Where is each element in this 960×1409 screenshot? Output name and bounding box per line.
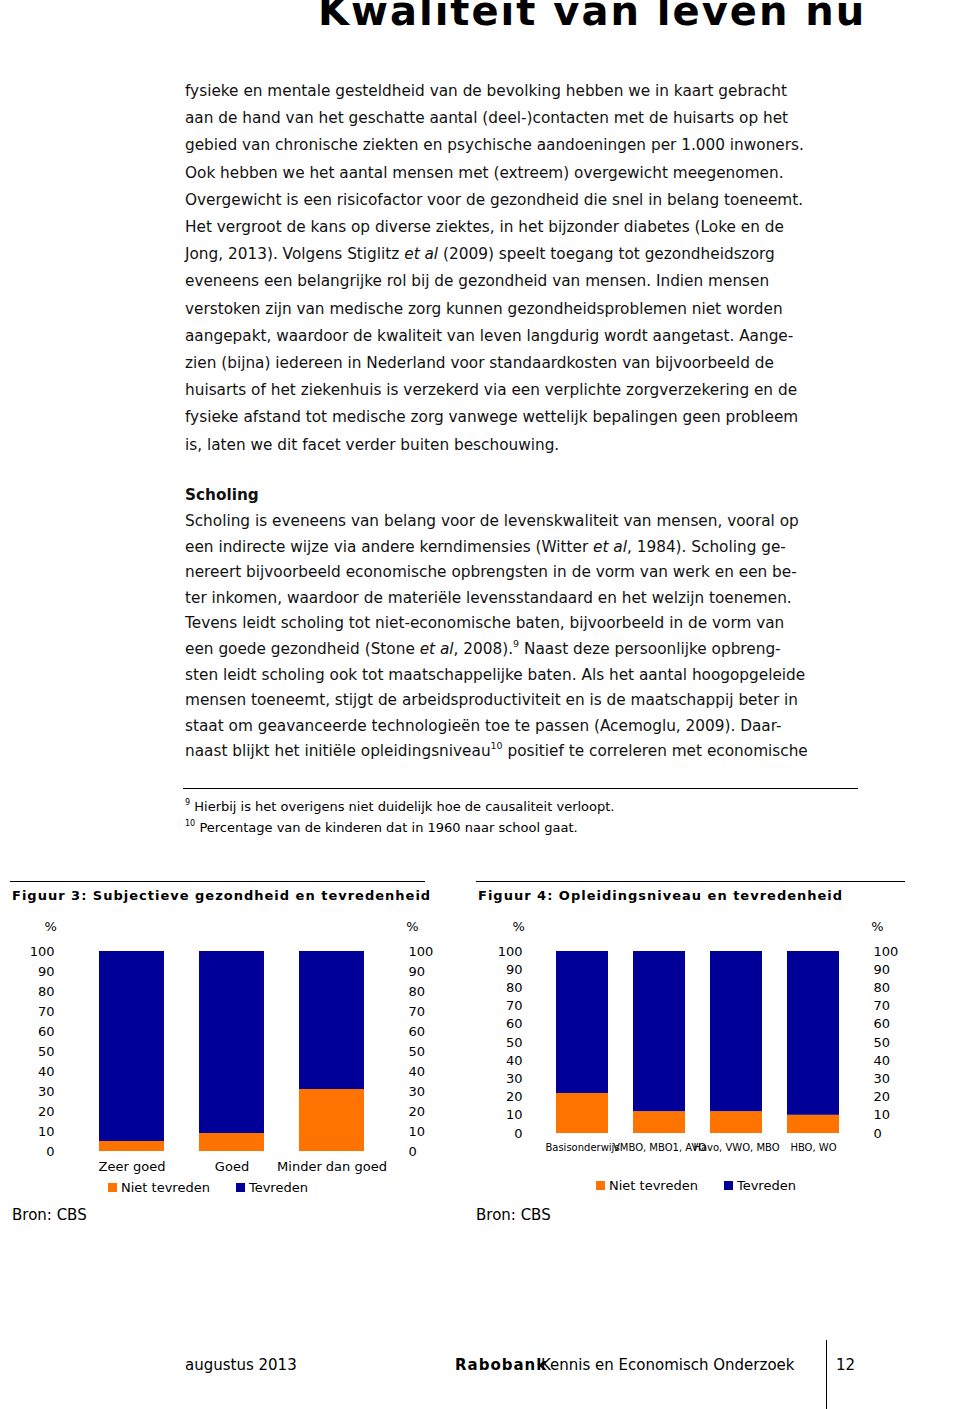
- svg-text:30: 30: [38, 1084, 55, 1099]
- svg-text:60: 60: [38, 1024, 55, 1039]
- html-text:een indirecte wijze via andere: een indirecte wijze via andere kerndimen…: [185, 537, 786, 556]
- html-text:staat om geavanceerde technolo: staat om geavanceerde technologieën toe …: [185, 716, 782, 735]
- html-text:ter inkomen, waardoor de mater: ter inkomen, waardoor de materiële leven…: [185, 588, 792, 607]
- svg-text:Minder dan goed: Minder dan goed: [277, 1159, 387, 1174]
- svg-text:Basisonderwijs: Basisonderwijs: [545, 1142, 619, 1153]
- html-text:mensen toeneemt, stijgt de arb: mensen toeneemt, stijgt de arbeidsproduc…: [185, 691, 798, 710]
- html-text:9Hierbij is het overigens niet: 9Hierbij is het overigens niet duidelijk…: [185, 798, 615, 814]
- svg-text:50: 50: [38, 1044, 55, 1059]
- html-text:Rabobank: Rabobank: [455, 1356, 548, 1374]
- html-text:Tevens leidt scholing tot niet: Tevens leidt scholing tot niet-economisc…: [185, 614, 785, 633]
- html-text:Scholing is eveneens van belan: Scholing is eveneens van belang voor de …: [185, 512, 799, 530]
- svg-text:20: 20: [409, 1104, 426, 1119]
- html-text:Tevreden: Tevreden: [736, 1178, 796, 1193]
- svg-text:30: 30: [409, 1084, 426, 1099]
- html-text:gebied van chronische ziekten: gebied van chronische ziekten en psychis…: [185, 136, 804, 155]
- svg-text:Goed: Goed: [215, 1159, 249, 1174]
- svg-text:%: %: [871, 919, 883, 934]
- svg-text:60: 60: [409, 1024, 426, 1039]
- svg-text:90: 90: [506, 962, 523, 977]
- html-text:12: 12: [836, 1356, 856, 1374]
- svg-text:80: 80: [506, 980, 523, 995]
- svg-text:40: 40: [506, 1053, 523, 1068]
- html-text:10Percentage van de kinderen d: 10Percentage van de kinderen dat in 1960…: [185, 819, 578, 835]
- html-text:huisarts of het ziekenhuis is: huisarts of het ziekenhuis is verzekerd …: [185, 381, 797, 400]
- svg-text:70: 70: [874, 998, 891, 1013]
- html-text:Jong, 2013). Volgens Stiglitz: Jong, 2013). Volgens Stiglitz et al (200…: [185, 245, 775, 264]
- html-text:Ook hebben we het aantal mense: Ook hebben we het aantal mensen met (ext…: [185, 163, 784, 182]
- svg-text:40: 40: [409, 1064, 426, 1079]
- html-text:Het vergroot de kans op divers: Het vergroot de kans op diverse ziektes,…: [185, 218, 784, 236]
- svg-text:100: 100: [874, 944, 899, 959]
- html-text:Niet tevreden: Niet tevreden: [121, 1180, 210, 1195]
- html-text:verstoken zijn van medische zo: verstoken zijn van medische zorg kunnen …: [185, 299, 783, 318]
- html-text:Bron: CBS: Bron: CBS: [476, 1206, 551, 1224]
- html-text:nereert bijvoorbeeld economisc: nereert bijvoorbeeld economische opbreng…: [185, 563, 797, 582]
- svg-text:30: 30: [506, 1071, 523, 1086]
- svg-text:100: 100: [498, 944, 523, 959]
- html-text:aan de hand van het geschatte: aan de hand van het geschatte aantal (de…: [185, 109, 789, 128]
- svg-text:Havo, VWO, MBO: Havo, VWO, MBO: [693, 1142, 779, 1153]
- html-text:eveneens een belangrijke rol b: eveneens een belangrijke rol bij de gezo…: [185, 272, 770, 291]
- svg-text:30: 30: [874, 1071, 891, 1086]
- svg-text:70: 70: [506, 998, 523, 1013]
- svg-text:90: 90: [874, 962, 891, 977]
- html-text:Tevreden: Tevreden: [248, 1180, 308, 1195]
- svg-text:60: 60: [874, 1016, 891, 1031]
- svg-text:70: 70: [38, 1004, 55, 1019]
- svg-text:0: 0: [409, 1144, 417, 1159]
- svg-text:10: 10: [506, 1107, 523, 1122]
- svg-text:0: 0: [874, 1126, 882, 1141]
- svg-text:%: %: [513, 919, 525, 934]
- svg-text:40: 40: [874, 1053, 891, 1068]
- html-text:naast blijkt het initiële ople: naast blijkt het initiële opleidingsnive…: [185, 740, 808, 761]
- svg-text:20: 20: [506, 1089, 523, 1104]
- svg-text:10: 10: [38, 1124, 55, 1139]
- html-text:zien (bijna) iedereen in Neder: zien (bijna) iedereen in Nederland voor …: [185, 354, 774, 372]
- html-text:aangepakt, waardoor de kwalite: aangepakt, waardoor de kwaliteit van lev…: [185, 326, 794, 345]
- svg-text:%: %: [45, 919, 57, 934]
- svg-text:100: 100: [30, 944, 55, 959]
- html-text:is, laten we dit facet verder: is, laten we dit facet verder buiten bes…: [185, 435, 560, 454]
- html-text:Figuur 3: Subjectieve gezondhe: Figuur 3: Subjectieve gezondheid en tevr…: [12, 888, 432, 903]
- svg-text:50: 50: [874, 1035, 891, 1050]
- svg-text:60: 60: [506, 1016, 523, 1031]
- svg-text:90: 90: [409, 964, 426, 979]
- svg-text:50: 50: [409, 1044, 426, 1059]
- html-text:Kennis en Economisch Onderzoek: Kennis en Economisch Onderzoek: [541, 1356, 795, 1374]
- svg-text:50: 50: [506, 1035, 523, 1050]
- svg-text:HBO, WO: HBO, WO: [790, 1142, 836, 1153]
- svg-text:VMBO, MBO1, AVO: VMBO, MBO1, AVO: [613, 1142, 706, 1153]
- html-text:Scholing: Scholing: [185, 486, 259, 504]
- html-text:een goede gezondheid (Stone et: een goede gezondheid (Stone et al, 2008)…: [185, 638, 781, 658]
- svg-text:70: 70: [409, 1004, 426, 1019]
- svg-text:20: 20: [874, 1089, 891, 1104]
- svg-text:80: 80: [874, 980, 891, 995]
- svg-text:20: 20: [38, 1104, 55, 1119]
- svg-text:10: 10: [874, 1107, 891, 1122]
- html-text:Figuur 4: Opleidingsniveau en: Figuur 4: Opleidingsniveau en tevredenhe…: [478, 888, 844, 903]
- svg-text:Zeer goed: Zeer goed: [99, 1159, 166, 1174]
- svg-text:%: %: [406, 919, 418, 934]
- svg-text:0: 0: [46, 1144, 54, 1159]
- html-text:fysieke afstand tot medische z: fysieke afstand tot medische zorg vanweg…: [185, 408, 799, 427]
- html-text:sten leidt scholing ook tot ma: sten leidt scholing ook tot maatschappel…: [185, 665, 806, 684]
- svg-text:0: 0: [514, 1126, 522, 1141]
- html-text:augustus 2013: augustus 2013: [185, 1356, 297, 1374]
- svg-text:40: 40: [38, 1064, 55, 1079]
- html-text:Niet tevreden: Niet tevreden: [609, 1178, 698, 1193]
- svg-text:10: 10: [409, 1124, 426, 1139]
- html-text:fysieke en mentale gesteldheid: fysieke en mentale gesteldheid van de be…: [185, 82, 787, 100]
- svg-text:80: 80: [38, 984, 55, 999]
- svg-text:90: 90: [38, 964, 55, 979]
- html-text:Overgewicht is een risicofacto: Overgewicht is een risicofactor voor de …: [185, 190, 804, 209]
- svg-text:100: 100: [409, 944, 434, 959]
- svg-text:80: 80: [409, 984, 426, 999]
- html-text:Bron: CBS: Bron: CBS: [12, 1206, 87, 1224]
